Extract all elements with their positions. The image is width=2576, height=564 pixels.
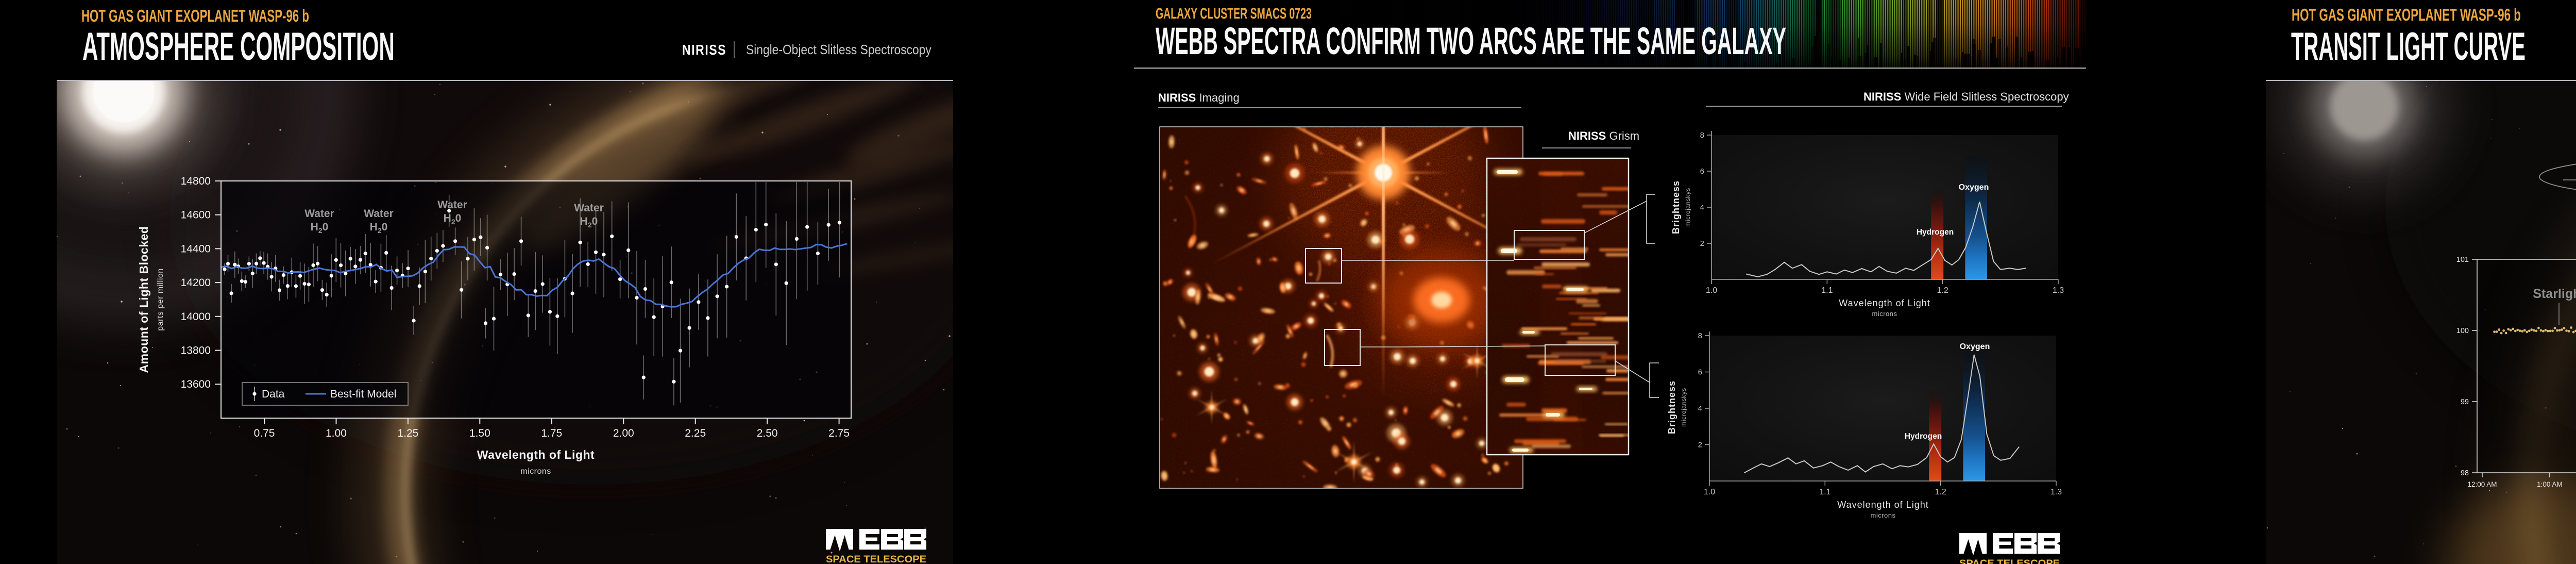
svg-text:8: 8: [1700, 131, 1704, 140]
svg-text:0.75: 0.75: [254, 427, 275, 439]
svg-text:8: 8: [1698, 331, 1702, 340]
svg-text:100: 100: [2456, 327, 2469, 335]
svg-text:Water: Water: [364, 208, 394, 220]
svg-text:1.3: 1.3: [2053, 286, 2064, 295]
svg-text:HOT GAS GIANT EXOPLANET WASP-9: HOT GAS GIANT EXOPLANET WASP-96 b: [81, 7, 309, 25]
svg-text:14000: 14000: [181, 311, 211, 323]
svg-text:99: 99: [2461, 398, 2469, 406]
svg-text:2: 2: [1700, 239, 1704, 248]
svg-text:6: 6: [1700, 167, 1704, 176]
svg-text:4: 4: [1700, 203, 1704, 212]
svg-text:Water: Water: [437, 199, 467, 211]
svg-text:microns: microns: [1872, 310, 1897, 318]
svg-text:TRANSIT LIGHT CURVE: TRANSIT LIGHT CURVE: [2291, 24, 2526, 68]
svg-text:Water: Water: [304, 208, 334, 220]
svg-text:1.75: 1.75: [541, 427, 562, 439]
svg-text:SPACE TELESCOPE: SPACE TELESCOPE: [826, 554, 926, 564]
svg-text:microjanskys: microjanskys: [1680, 388, 1687, 426]
svg-text:Water: Water: [574, 202, 604, 214]
svg-text:1.25: 1.25: [397, 427, 418, 439]
svg-text:WEBB SPECTRA CONFIRM TWO ARCS: WEBB SPECTRA CONFIRM TWO ARCS ARE THE SA…: [1156, 20, 1786, 63]
svg-text:12:00 AM: 12:00 AM: [2467, 480, 2497, 488]
svg-text:microns: microns: [520, 467, 551, 476]
svg-text:14600: 14600: [181, 209, 211, 221]
svg-text:GALAXY CLUSTER SMACS 0723: GALAXY CLUSTER SMACS 0723: [1156, 5, 1312, 22]
svg-text:1.1: 1.1: [1819, 488, 1831, 496]
svg-text:Brightness: Brightness: [1667, 380, 1677, 434]
svg-text:Data: Data: [262, 388, 285, 400]
svg-text:Hydrogen: Hydrogen: [1905, 432, 1942, 441]
svg-text:Brightness: Brightness: [1671, 180, 1681, 234]
svg-text:6: 6: [1698, 368, 1702, 377]
svg-text:NIRISS Grism: NIRISS Grism: [1568, 129, 1639, 142]
svg-text:1.3: 1.3: [2050, 488, 2062, 496]
svg-text:13600: 13600: [181, 378, 211, 390]
svg-text:4: 4: [1698, 404, 1702, 413]
svg-text:ATMOSPHERE COMPOSITION: ATMOSPHERE COMPOSITION: [82, 25, 395, 69]
svg-text:1.0: 1.0: [1704, 488, 1715, 496]
svg-text:Wavelength of Light: Wavelength of Light: [1837, 500, 1928, 510]
svg-text:Single-Object Slitless Spectro: Single-Object Slitless Spectroscopy: [746, 43, 931, 58]
svg-text:101: 101: [2456, 256, 2469, 264]
svg-text:1.0: 1.0: [1706, 286, 1717, 295]
svg-text:2.00: 2.00: [613, 427, 634, 439]
svg-text:1:00 AM: 1:00 AM: [2537, 480, 2563, 488]
svg-text:NIRISS Wide Field Slitless Spe: NIRISS Wide Field Slitless Spectroscopy: [1863, 90, 2069, 103]
svg-text:13800: 13800: [181, 345, 211, 357]
svg-text:parts per million: parts per million: [156, 268, 165, 330]
svg-text:2.50: 2.50: [757, 427, 778, 439]
svg-text:2.25: 2.25: [685, 427, 706, 439]
svg-text:1.00: 1.00: [326, 427, 347, 439]
svg-text:14800: 14800: [181, 175, 211, 187]
svg-text:1.50: 1.50: [469, 427, 490, 439]
svg-text:98: 98: [2461, 469, 2469, 477]
svg-text:Oxygen: Oxygen: [1960, 342, 1990, 351]
svg-text:Amount of Light Blocked: Amount of Light Blocked: [137, 226, 150, 373]
svg-text:1.2: 1.2: [1937, 286, 1948, 295]
svg-text:1.1: 1.1: [1821, 286, 1833, 295]
svg-text:NIRISS Imaging: NIRISS Imaging: [1158, 91, 1240, 104]
svg-text:1.2: 1.2: [1935, 488, 1946, 496]
svg-text:14200: 14200: [181, 277, 211, 289]
svg-text:Wavelength of Light: Wavelength of Light: [1839, 298, 1930, 308]
svg-text:Hydrogen: Hydrogen: [1917, 228, 1954, 237]
svg-text:2.75: 2.75: [828, 427, 850, 439]
svg-text:Wavelength of Light: Wavelength of Light: [477, 448, 595, 461]
svg-text:microjanskys: microjanskys: [1684, 188, 1691, 226]
svg-text:Best-fit Model: Best-fit Model: [330, 388, 396, 400]
svg-text:microns: microns: [1870, 511, 1895, 519]
svg-text:Starlight: Starlight: [2533, 287, 2576, 301]
svg-text:2: 2: [1698, 441, 1702, 450]
svg-text:HOT GAS GIANT EXOPLANET WASP-9: HOT GAS GIANT EXOPLANET WASP-96 b: [2292, 5, 2521, 24]
svg-text:Oxygen: Oxygen: [1959, 183, 1989, 192]
svg-text:14400: 14400: [181, 243, 211, 255]
svg-text:NIRISS: NIRISS: [682, 42, 726, 58]
